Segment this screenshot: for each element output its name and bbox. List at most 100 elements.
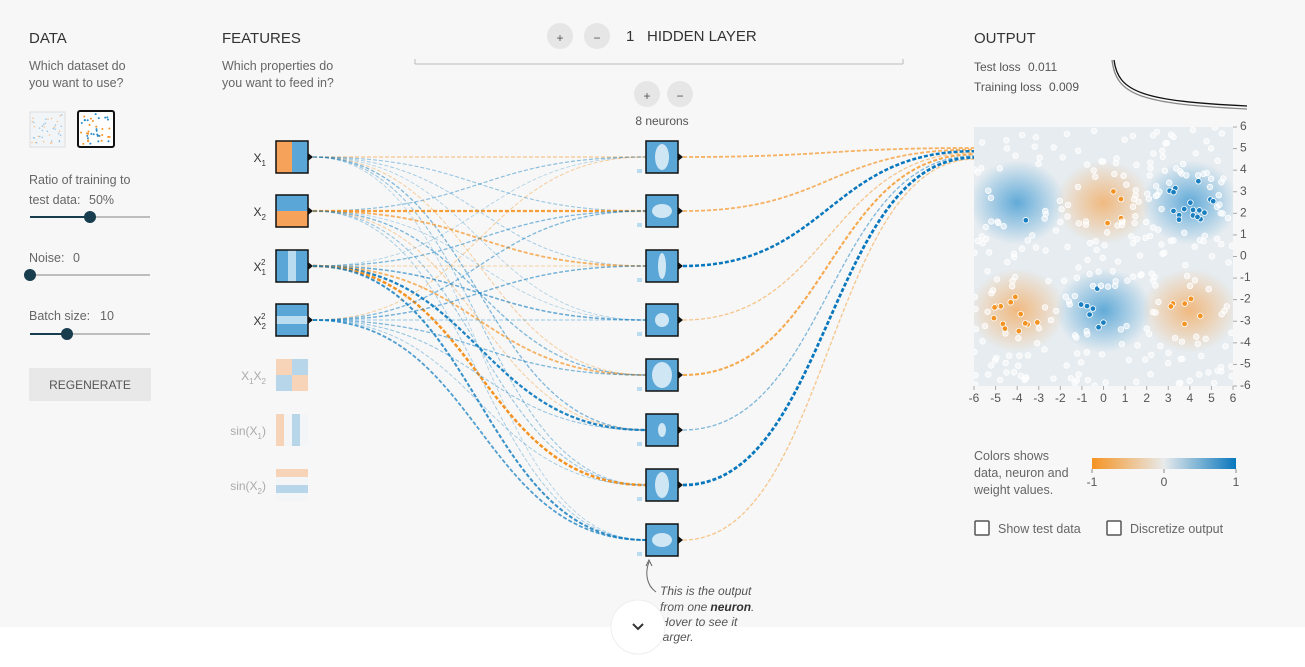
node-thumbnail (646, 304, 678, 336)
neuron[interactable] (637, 194, 683, 228)
dot (31, 141, 33, 144)
dot (31, 120, 34, 123)
dot (101, 127, 104, 130)
dot (59, 114, 61, 117)
neuron[interactable] (637, 140, 683, 174)
data-point (988, 289, 995, 297)
feature-node[interactable] (276, 359, 308, 391)
feature-node[interactable] (275, 303, 313, 337)
neuron[interactable] (637, 358, 683, 392)
feature-node[interactable] (275, 194, 313, 228)
data-point (1219, 210, 1226, 217)
checkbox[interactable] (1106, 520, 1122, 536)
y-tick-label: -6 (1240, 378, 1251, 392)
slider-knob[interactable] (61, 328, 73, 340)
dot (42, 123, 45, 126)
fill (276, 359, 292, 375)
fill (276, 493, 308, 501)
data-point (987, 362, 995, 369)
node-thumbnail (276, 250, 308, 282)
data-point (1003, 145, 1011, 152)
connection (312, 319, 647, 376)
data-point (1036, 154, 1043, 161)
data-point (1090, 127, 1098, 135)
data-point (1000, 223, 1007, 230)
neuron[interactable] (637, 249, 683, 283)
dot (108, 135, 111, 138)
feature-label-part: 2 (262, 213, 267, 222)
bias-marker (637, 552, 642, 556)
data-point (1050, 144, 1057, 151)
data-point (1194, 172, 1202, 179)
data-point (1110, 188, 1117, 195)
data-point (1112, 278, 1119, 285)
data-point (981, 322, 989, 330)
feature-node[interactable] (276, 414, 308, 446)
data-point (1205, 369, 1212, 376)
dot (50, 140, 53, 142)
data-point (1196, 207, 1203, 214)
data-point (1124, 277, 1131, 284)
y-tick-label: 5 (1240, 141, 1247, 155)
dot (82, 142, 85, 145)
round-button[interactable] (634, 81, 660, 107)
data-point (974, 372, 979, 379)
connection (682, 152, 975, 321)
neuron[interactable] (637, 303, 683, 337)
data-point (1178, 338, 1186, 345)
data-point (1103, 229, 1111, 236)
feature-node[interactable] (275, 140, 313, 174)
dot (89, 117, 92, 120)
checkbox[interactable] (974, 520, 990, 536)
round-button[interactable] (584, 23, 610, 49)
data-point (1015, 327, 1023, 335)
data-point (1213, 235, 1221, 242)
neuron[interactable] (637, 468, 683, 502)
connection (312, 265, 647, 376)
feature-node[interactable] (275, 249, 313, 283)
fill (276, 477, 308, 485)
data-point (1097, 282, 1105, 289)
slider-knob[interactable] (84, 211, 96, 223)
connection (312, 319, 647, 431)
dot (97, 140, 100, 143)
data-point (1223, 303, 1231, 310)
feature-label: sin(X1) (230, 424, 266, 441)
data-point (974, 169, 981, 176)
data-point (1134, 342, 1141, 349)
color-legend (1092, 458, 1236, 469)
connection (682, 153, 975, 377)
data-point (1175, 380, 1183, 386)
data-point (982, 223, 989, 231)
data-point (1158, 205, 1165, 213)
data-point (1007, 299, 1014, 306)
data-point (1161, 249, 1168, 256)
data-point (1084, 256, 1091, 264)
fill (658, 423, 666, 437)
data-point (1200, 170, 1207, 178)
data-point (1112, 159, 1120, 167)
node-arrow (308, 153, 313, 161)
data-point (1170, 189, 1177, 196)
round-button[interactable] (667, 81, 693, 107)
dataset-option[interactable] (77, 110, 115, 148)
neuron[interactable] (637, 413, 683, 447)
label: Batch size: (29, 309, 90, 323)
dot (86, 119, 89, 122)
node-thumbnail (276, 414, 308, 446)
data-point (1086, 270, 1093, 278)
dot (106, 116, 109, 119)
data-point (1207, 175, 1215, 182)
slider-knob[interactable] (24, 269, 36, 281)
dot (80, 121, 83, 124)
x-tick-label: 3 (1165, 391, 1172, 405)
scroll-button[interactable] (610, 599, 666, 655)
neuron[interactable] (637, 523, 683, 557)
round-button[interactable] (547, 23, 573, 49)
fill (652, 204, 672, 218)
data-point (1129, 132, 1137, 140)
connection (312, 156, 647, 486)
regenerate-button[interactable] (29, 368, 151, 401)
data-point (985, 187, 992, 194)
feature-node[interactable] (276, 469, 308, 501)
